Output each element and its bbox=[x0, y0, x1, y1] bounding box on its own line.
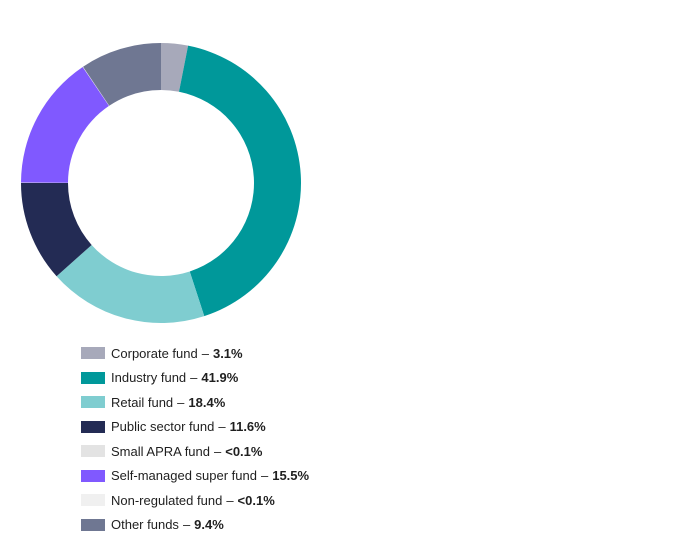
legend-swatch bbox=[81, 420, 105, 433]
legend-swatch bbox=[81, 469, 105, 482]
legend-value: 41.9% bbox=[201, 370, 239, 386]
legend-label: Non-regulated fund bbox=[111, 492, 223, 508]
donut-slice bbox=[83, 43, 161, 106]
donut-slice bbox=[82, 66, 110, 106]
legend-value: 15.5% bbox=[272, 468, 310, 484]
legend-separator: – bbox=[214, 443, 222, 459]
legend-label: Industry fund bbox=[111, 370, 187, 386]
legend-value: 9.4% bbox=[194, 517, 224, 533]
legend-value: <0.1% bbox=[225, 443, 263, 459]
legend-item: Corporate fund –3.1% bbox=[81, 341, 309, 366]
legend-value: <0.1% bbox=[237, 492, 275, 508]
donut-slice bbox=[21, 183, 92, 277]
legend-value: 3.1% bbox=[212, 345, 243, 361]
legend-item: Public sector fund –11.6% bbox=[81, 415, 309, 440]
legend-swatch bbox=[81, 347, 105, 360]
legend-separator: – bbox=[218, 419, 226, 435]
legend-item: Other funds –9.4% bbox=[81, 513, 309, 538]
legend-swatch bbox=[81, 396, 105, 409]
legend-label: Corporate fund bbox=[111, 345, 198, 361]
legend-label: Self-managed super fund bbox=[111, 468, 257, 484]
legend-separator: – bbox=[190, 370, 198, 386]
legend-swatch bbox=[81, 371, 105, 384]
legend-value: 18.4% bbox=[188, 394, 226, 410]
donut-slice bbox=[161, 43, 189, 92]
chart-legend: Corporate fund –3.1% Industry fund –41.9% Re… bbox=[81, 341, 309, 537]
donut-slice bbox=[179, 45, 302, 317]
donut-chart bbox=[21, 43, 302, 323]
legend-label: Public sector fund bbox=[111, 419, 215, 435]
legend-label: Other funds bbox=[111, 517, 179, 533]
legend-swatch bbox=[81, 445, 105, 458]
legend-item: Self-managed super fund –15.5% bbox=[81, 464, 309, 489]
legend-separator: – bbox=[201, 345, 209, 361]
legend-item: Industry fund –41.9% bbox=[81, 366, 309, 391]
legend-separator: – bbox=[177, 394, 185, 410]
legend-value: 11.6% bbox=[229, 419, 266, 435]
legend-separator: – bbox=[260, 468, 269, 484]
legend-separator: – bbox=[226, 492, 234, 508]
legend-label: Small APRA fund bbox=[111, 443, 210, 459]
legend-swatch bbox=[81, 518, 105, 531]
legend-item: Non-regulated fund – <0.1% bbox=[81, 488, 309, 513]
legend-label: Retail fund bbox=[111, 394, 174, 410]
legend-item: Small APRA fund – <0.1% bbox=[81, 439, 309, 464]
legend-separator: – bbox=[182, 517, 191, 533]
donut-slice bbox=[56, 244, 205, 323]
donut-slice bbox=[21, 66, 109, 183]
legend-item: Retail fund –18.4% bbox=[81, 390, 309, 415]
legend-swatch bbox=[81, 494, 105, 507]
